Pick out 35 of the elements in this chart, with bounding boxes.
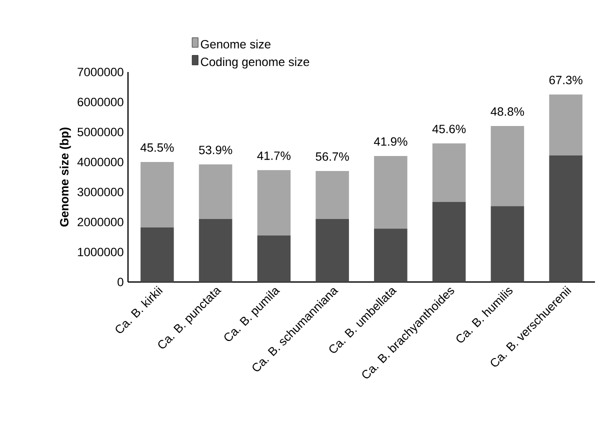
annotation: 41.7%: [257, 152, 291, 160]
annotation: 67.3%: [549, 76, 582, 84]
bar: [257, 170, 291, 236]
annotation: 48.8%: [490, 107, 524, 116]
y-tick-label: 3000000: [78, 188, 124, 196]
bar: [316, 171, 349, 219]
y-tick-label: 0: [118, 278, 124, 286]
y-tick-label: 7000000: [78, 68, 124, 76]
bar: [432, 202, 466, 282]
y-axis-title: Genome size (bp): [60, 128, 71, 227]
annotation: 41.9%: [374, 137, 408, 146]
bar: [374, 228, 408, 282]
bar: [198, 164, 232, 219]
y-tick-label: 6000000: [78, 98, 124, 106]
bar: [490, 126, 524, 206]
y-tick-label: 5000000: [78, 128, 124, 136]
annotation: 56.7%: [316, 152, 349, 161]
legend-label: Coding genome size: [200, 57, 310, 68]
bar: [140, 162, 174, 228]
bar: [549, 155, 582, 282]
bar: [316, 219, 349, 282]
annotation: 53.9%: [199, 146, 232, 154]
bar: [549, 94, 582, 156]
bar: [140, 227, 174, 282]
annotation: 45.5%: [140, 143, 174, 152]
bar: [374, 156, 408, 229]
bar: [490, 206, 524, 282]
y-tick-label: 1000000: [78, 248, 124, 256]
y-tick-label: 4000000: [77, 158, 124, 166]
annotation: 45.6%: [432, 124, 466, 134]
bar: [432, 143, 466, 202]
y-tick-label: 2000000: [78, 218, 124, 226]
bar: [257, 236, 291, 282]
legend-label: Genome size: [200, 40, 270, 48]
bar: [198, 219, 232, 282]
